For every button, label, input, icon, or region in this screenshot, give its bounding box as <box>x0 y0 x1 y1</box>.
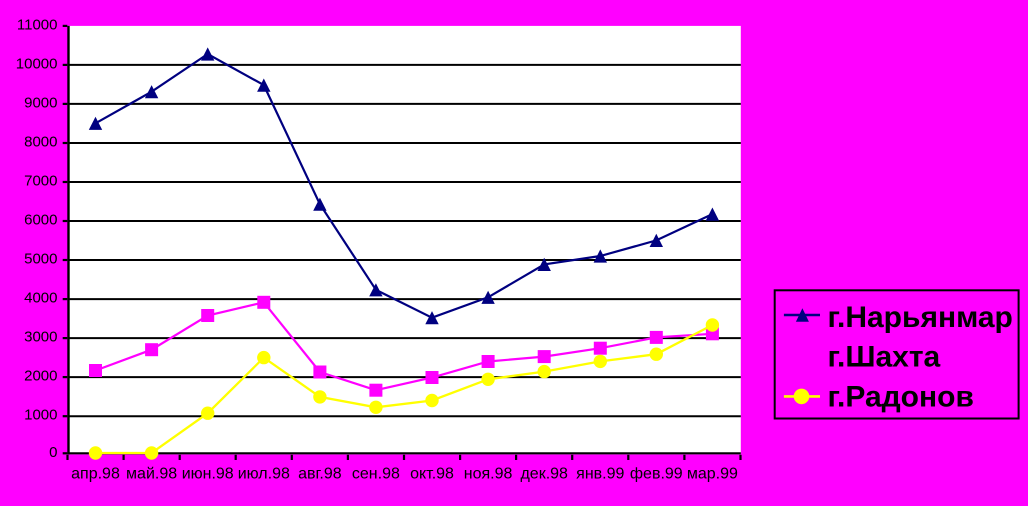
svg-text:3000: 3000 <box>24 329 57 346</box>
svg-text:4000: 4000 <box>24 290 57 307</box>
svg-text:1000: 1000 <box>24 407 57 424</box>
svg-text:10000: 10000 <box>16 55 58 72</box>
svg-text:фев.99: фев.99 <box>630 466 683 483</box>
svg-text:авг.98: авг.98 <box>298 466 342 483</box>
svg-text:июл.98: июл.98 <box>238 466 290 483</box>
svg-text:ноя.98: ноя.98 <box>464 466 513 483</box>
svg-text:янв.99: янв.99 <box>576 466 624 483</box>
svg-text:г.Нарьянмар: г.Нарьянмар <box>828 301 1013 334</box>
svg-text:0: 0 <box>49 444 57 461</box>
svg-text:5000: 5000 <box>24 251 57 268</box>
svg-text:8000: 8000 <box>24 134 57 151</box>
svg-text:мар.99: мар.99 <box>687 466 738 483</box>
svg-text:2000: 2000 <box>24 368 57 385</box>
svg-text:окт.98: окт.98 <box>410 466 454 483</box>
svg-text:7000: 7000 <box>24 173 57 190</box>
svg-text:11000: 11000 <box>17 16 58 33</box>
svg-text:дек.98: дек.98 <box>520 466 568 483</box>
svg-text:сен.98: сен.98 <box>352 466 400 483</box>
svg-text:г.Шахта: г.Шахта <box>828 341 941 374</box>
svg-text:6000: 6000 <box>24 212 57 229</box>
svg-text:июн.98: июн.98 <box>182 466 234 483</box>
svg-text:г.Радонов: г.Радонов <box>828 381 974 414</box>
svg-text:9000: 9000 <box>24 94 57 111</box>
svg-text:май.98: май.98 <box>126 466 177 483</box>
svg-text:апр.98: апр.98 <box>71 466 120 483</box>
